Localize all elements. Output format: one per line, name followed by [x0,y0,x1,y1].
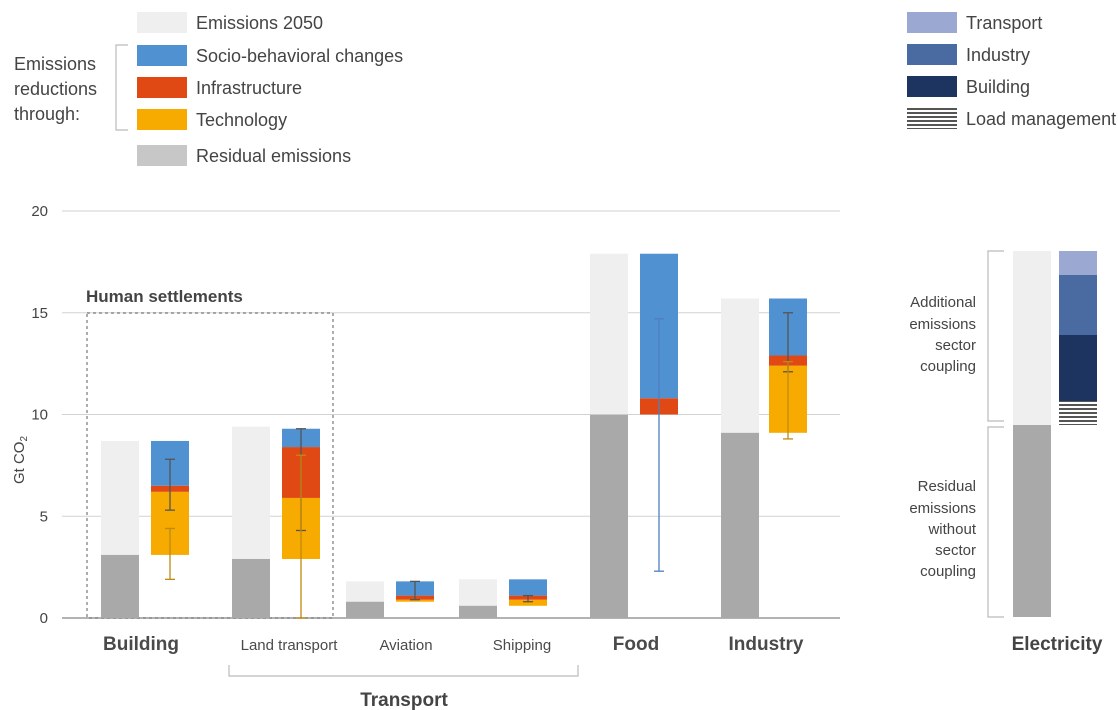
category-label: Aviation [379,637,432,654]
elec-note-residual-4: sector [935,542,976,559]
bar-emissions-2050 [459,579,497,606]
bar-residual-emissions [346,601,384,618]
elec-note-additional-3: sector [935,337,976,354]
grid: 0 5 10 15 20 [31,203,840,627]
category-label: Land transport [241,637,339,654]
y-tick-label: 20 [31,203,48,220]
elec-bar-building [1059,335,1097,401]
y-axis-label-subscript: 2 [19,436,30,442]
transport-bracket [228,665,579,677]
legend-intro-line-3: through: [14,104,80,124]
y-tick-label: 5 [40,508,48,525]
legend-intro-line-1: Emissions [14,54,96,74]
legend-swatch-building [907,76,957,97]
error-bar [783,360,793,440]
elec-bar-load-management [1059,401,1097,425]
legend-label-socio: Socio-behavioral changes [196,46,403,66]
elec-note-residual-5: coupling [920,563,976,580]
error-bar [654,318,664,572]
elec-bar-emissions-2050 [1013,251,1051,425]
elec-note-additional: Additional emissions sector coupling [909,294,976,375]
legend-label-industry: Industry [966,45,1030,65]
category-label: Industry [729,634,804,655]
elec-bracket-residual [987,426,1004,618]
bar-technology [396,599,434,602]
legend-swatch-socio [137,45,187,66]
y-axis-label: Gt CO2 [11,436,30,485]
legend-left: Emissions reductions through: Emissions … [14,12,403,166]
elec-note-residual-1: Residual [918,478,976,495]
legend-bracket [115,44,128,131]
bar-residual-emissions [232,558,270,618]
legend-swatch-industry [907,44,957,65]
bar-technology [509,599,547,606]
elec-note-additional-2: emissions [909,316,976,333]
legend-swatch-emissions-2050 [137,12,187,33]
bar-emissions-2050 [721,298,759,433]
legend-label-load-management: Load management [966,109,1116,129]
legend-swatch-load-management [907,108,957,129]
category-label: Shipping [493,637,551,654]
elec-bar-residual [1013,425,1051,617]
elec-note-residual-2: emissions [909,500,976,517]
legend-swatch-technology [137,109,187,130]
human-settlements-label: Human settlements [86,287,243,306]
legend-swatch-infrastructure [137,77,187,98]
category-label: Food [613,634,659,655]
bar-emissions-2050 [101,440,139,555]
bar-residual-emissions [459,605,497,618]
category-labels: Building Land transport Aviation Shipping Fo… [103,634,804,655]
y-tick-label: 15 [31,305,48,322]
y-tick-label: 0 [40,610,48,627]
human-settlements-box [86,312,334,619]
error-bar [165,527,175,580]
legend-label-emissions-2050: Emissions 2050 [196,13,323,33]
elec-note-residual-3: without [927,521,976,538]
y-tick-label: 10 [31,407,48,424]
error-bar [165,458,175,511]
error-bar [523,594,533,603]
legend-label-infrastructure: Infrastructure [196,78,302,98]
error-bar [296,454,306,619]
legend-label-technology: Technology [196,110,287,130]
bar-emissions-2050 [346,581,384,602]
bar-residual-emissions [101,554,139,618]
y-axis-label-main: Gt CO [11,442,28,485]
elec-bar-industry [1059,275,1097,335]
legend-label-residual: Residual emissions [196,146,351,166]
electricity-label: Electricity [1012,634,1103,655]
elec-note-additional-1: Additional [910,294,976,311]
electricity-panel [1013,251,1097,617]
legend-right: Transport Industry Building Load managem… [907,12,1116,129]
transport-group-label: Transport [360,690,448,710]
legend-swatch-transport [907,12,957,33]
error-bars [165,312,793,619]
bar-residual-emissions [590,414,628,618]
legend-label-transport: Transport [966,13,1042,33]
bar-emissions-2050 [232,426,270,559]
elec-bracket-additional [987,250,1004,422]
elec-note-additional-4: coupling [920,358,976,375]
legend-intro-line-2: reductions [14,79,97,99]
bar-socio-behavioral [509,579,547,596]
bar-residual-emissions [721,432,759,618]
bars [101,253,807,618]
elec-bar-transport [1059,251,1097,275]
legend-label-building: Building [966,77,1030,97]
error-bar [410,580,420,601]
bar-emissions-2050 [590,253,628,415]
category-label: Building [103,634,179,655]
elec-note-residual: Residual emissions without sector coupli… [909,478,977,580]
legend-swatch-residual [137,145,187,166]
